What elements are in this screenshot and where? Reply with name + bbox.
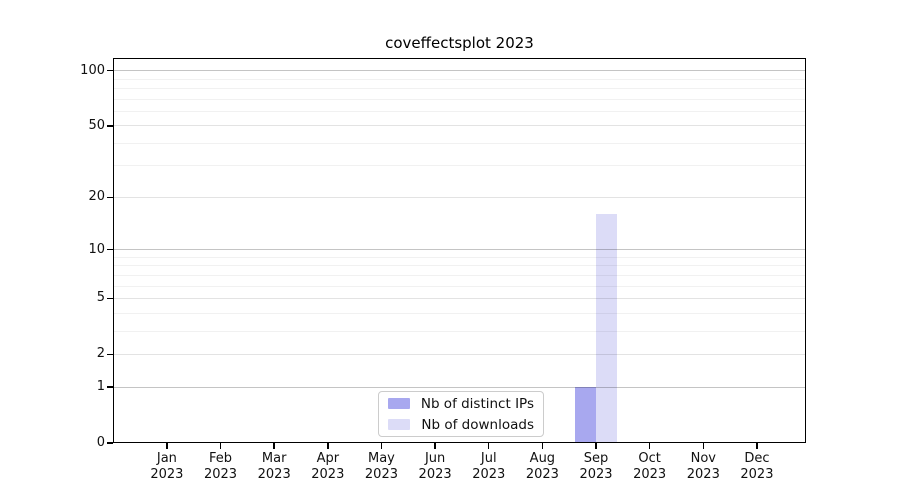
bar-downloads (596, 214, 618, 443)
x-axis-tick (166, 443, 168, 449)
x-axis-tick (273, 443, 275, 449)
x-tick-year: 2023 (472, 466, 506, 482)
x-tick-month: Sep (583, 451, 609, 466)
y-axis-tick (107, 69, 113, 72)
gridline-y-2 (113, 353, 806, 355)
gridline-y-4 (113, 312, 806, 314)
y-axis-tick-label: 0 (96, 435, 105, 450)
x-axis-tick-label: Oct 2023 (610, 451, 690, 482)
chart-title: coveffectsplot 2023 (385, 34, 534, 52)
gridline-y-20 (113, 196, 806, 198)
x-tick-year: 2023 (686, 466, 720, 482)
x-tick-year: 2023 (633, 466, 667, 482)
gridline-y-1 (113, 386, 806, 388)
x-tick-month: Oct (638, 451, 661, 466)
gridline-y-6 (113, 285, 806, 287)
x-tick-year: 2023 (740, 466, 774, 482)
x-tick-month: Jun (424, 451, 446, 466)
x-tick-year: 2023 (579, 466, 613, 482)
y-axis-tick-label: 20 (88, 189, 105, 205)
gridline-y-5 (113, 297, 806, 299)
y-axis-tick (107, 248, 113, 251)
legend-swatch-downloads (388, 419, 411, 430)
gridline-y-90 (113, 78, 806, 80)
x-tick-month: Nov (690, 451, 716, 466)
x-axis-tick-label: Apr 2023 (288, 451, 368, 482)
x-tick-month: Jul (480, 451, 497, 466)
x-axis-tick (595, 443, 597, 449)
x-tick-month: Apr (316, 451, 340, 466)
x-axis-tick (488, 443, 490, 449)
x-tick-year: 2023 (150, 466, 184, 482)
y-axis-tick-label: 100 (80, 62, 105, 78)
x-axis-tick (702, 443, 704, 449)
x-tick-month: Aug (529, 451, 556, 466)
y-axis-tick-label: 2 (96, 346, 105, 362)
gridline-y-10 (113, 249, 806, 251)
legend-item-downloads: Nb of downloads (388, 417, 534, 433)
gridline-y-8 (113, 265, 806, 267)
x-axis-tick-label: Nov 2023 (663, 451, 743, 482)
gridline-y-100 (113, 70, 806, 72)
bar-distinct-ips (575, 387, 597, 443)
x-axis-tick (756, 443, 758, 449)
x-axis-tick (541, 443, 544, 449)
y-axis-tick-label: 1 (96, 379, 105, 395)
x-tick-month: Jan (156, 451, 177, 466)
legend-swatch-distinct-ips (388, 398, 410, 409)
x-axis-tick (648, 443, 651, 449)
y-axis-tick (107, 353, 113, 356)
gridline-y-70 (113, 98, 806, 100)
x-tick-year: 2023 (418, 466, 452, 482)
gridline-y-7 (113, 274, 806, 276)
x-axis-tick-label: Feb 2023 (181, 451, 261, 482)
y-axis-tick-label: 5 (96, 290, 105, 306)
x-axis-tick-label: Mar 2023 (234, 451, 314, 482)
y-axis-tick (107, 125, 113, 127)
y-axis-tick (107, 297, 113, 300)
x-tick-month: Dec (744, 451, 770, 466)
x-axis-tick (380, 443, 383, 449)
plot-area (113, 58, 806, 443)
x-axis-tick-label: Aug 2023 (502, 451, 582, 482)
x-axis-tick (327, 443, 329, 449)
x-axis-tick-label: Sep 2023 (556, 451, 636, 482)
x-tick-month: Feb (209, 451, 233, 466)
x-tick-year: 2023 (203, 466, 238, 482)
gridline-y-80 (113, 87, 806, 89)
y-axis-tick (107, 386, 113, 388)
x-axis-tick (219, 443, 222, 449)
gridline-y-50 (113, 125, 806, 127)
x-tick-month: Mar (261, 451, 287, 466)
x-axis-tick-label: Jun 2023 (395, 451, 475, 482)
legend-label-downloads: Nb of downloads (421, 416, 534, 433)
y-axis-tick (107, 442, 113, 444)
legend-label-distinct-ips: Nb of distinct IPs (420, 395, 534, 412)
y-axis-tick-label: 10 (88, 241, 105, 257)
x-tick-year: 2023 (364, 466, 398, 482)
x-tick-month: May (368, 451, 395, 466)
gridline-y-60 (113, 110, 806, 112)
gridline-y-9 (113, 256, 806, 258)
x-tick-year: 2023 (311, 466, 345, 482)
y-axis-tick-label: 50 (88, 117, 105, 133)
x-axis-tick-label: Jan 2023 (127, 451, 207, 482)
legend-item-distinct-ips: Nb of distinct IPs (388, 396, 534, 412)
x-axis-tick (434, 443, 436, 449)
legend: Nb of distinct IPs Nb of downloads (378, 391, 544, 437)
y-axis-tick (107, 196, 113, 199)
gridline-y-3 (113, 330, 806, 332)
gridline-y-40 (113, 142, 806, 144)
x-axis-tick-label: May 2023 (341, 451, 421, 482)
gridline-y-30 (113, 165, 806, 167)
x-tick-year: 2023 (525, 466, 559, 482)
x-axis-tick-label: Dec 2023 (717, 451, 797, 482)
x-tick-year: 2023 (257, 466, 291, 482)
x-axis-tick-label: Jul 2023 (449, 451, 529, 482)
